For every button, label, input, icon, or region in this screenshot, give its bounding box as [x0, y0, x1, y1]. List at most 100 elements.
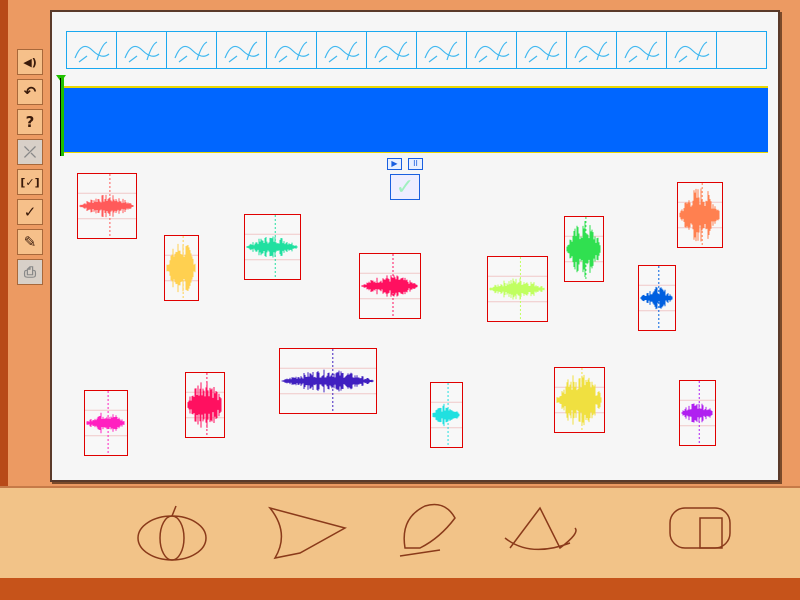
- print-icon: ⎙: [23, 263, 36, 281]
- waveform-path: [640, 286, 673, 310]
- footer-strip: [0, 578, 800, 600]
- main-panel: ▶ II ✓: [50, 10, 780, 482]
- frame-fish[interactable]: [217, 32, 267, 68]
- waveform-card[interactable]: [679, 380, 716, 446]
- bottom-drawings: [137, 503, 731, 561]
- witch-icon: [574, 41, 610, 63]
- fish-icon: [224, 41, 260, 63]
- waveform-graphic: [639, 266, 675, 330]
- frame-kangaroo[interactable]: [317, 32, 367, 68]
- waveform-path: [566, 221, 601, 277]
- bird-icon: [399, 503, 456, 557]
- waveform-card[interactable]: [84, 390, 128, 456]
- waveform-graphic: [431, 383, 462, 447]
- bird-flight-icon: [474, 41, 510, 63]
- check-icon: ✓: [395, 174, 415, 200]
- select-check-icon: [✓]: [20, 175, 40, 189]
- help-button[interactable]: ?: [17, 109, 43, 135]
- elephants-icon: [274, 41, 310, 63]
- waveform-path: [681, 403, 713, 423]
- frame-empty[interactable]: [717, 32, 766, 68]
- waveform-card[interactable]: [487, 256, 548, 322]
- leaf-icon: [674, 41, 710, 63]
- frame-leaf[interactable]: [667, 32, 717, 68]
- sound-button[interactable]: ◀): [17, 49, 43, 75]
- waveform-graphic: [78, 174, 136, 238]
- waveform-graphic: [680, 381, 715, 445]
- pause-button[interactable]: II: [408, 158, 423, 170]
- ok-button[interactable]: ✓: [390, 174, 420, 200]
- waveform-graphic: [678, 183, 722, 247]
- waveform-graphic: [245, 215, 300, 279]
- waveform-card[interactable]: [554, 367, 605, 433]
- lion-icon: [74, 41, 110, 63]
- birds-icon: [124, 41, 160, 63]
- frame-bird-flight[interactable]: [467, 32, 517, 68]
- waveform-path: [361, 275, 418, 297]
- frame-horse[interactable]: [517, 32, 567, 68]
- animal-frame-strip: [66, 31, 767, 69]
- waveform-card[interactable]: [164, 235, 199, 301]
- fish-bubbles-icon: [374, 41, 410, 63]
- frame-birds[interactable]: [117, 32, 167, 68]
- toolbar: ◀) ↶ ? ⤫ [✓] ✓ ✎ ⎙: [17, 49, 45, 289]
- cow-icon: [424, 41, 460, 63]
- pause-icon: II: [413, 159, 418, 168]
- waveform-path: [281, 369, 374, 393]
- waveform-graphic: [165, 236, 198, 300]
- waveform-graphic: [280, 349, 376, 413]
- check-icon: ✓: [23, 203, 37, 221]
- plant-icon: [504, 506, 577, 551]
- waveform-path: [246, 236, 298, 258]
- waveform-path: [679, 188, 720, 242]
- playhead-cursor[interactable]: [60, 78, 64, 156]
- help-icon: ?: [25, 113, 35, 131]
- sound-track[interactable]: [64, 86, 768, 153]
- waveform-card[interactable]: [677, 182, 723, 248]
- waveform-card[interactable]: [430, 382, 463, 448]
- sound-icon: ◀): [23, 55, 37, 69]
- frame-cow[interactable]: [417, 32, 467, 68]
- frame-witch[interactable]: [567, 32, 617, 68]
- check-button[interactable]: ✓: [17, 199, 43, 225]
- cancel-icon: ⤫: [23, 143, 36, 161]
- waveform-graphic: [565, 217, 603, 281]
- print-button[interactable]: ⎙: [17, 259, 43, 285]
- play-button[interactable]: ▶: [387, 158, 402, 170]
- frame-running-animals[interactable]: [167, 32, 217, 68]
- frame-fairy[interactable]: [617, 32, 667, 68]
- pumpkin-icon: [137, 505, 207, 561]
- waveform-card[interactable]: [185, 372, 225, 438]
- play-icon: ▶: [391, 159, 398, 168]
- waveform-path: [79, 194, 134, 218]
- running-animals-icon: [174, 41, 210, 63]
- fairy-icon: [624, 41, 660, 63]
- decorative-bottom-bar: [0, 486, 800, 580]
- waveform-card[interactable]: [638, 265, 676, 331]
- waveform-graphic: [360, 254, 420, 318]
- waveform-graphic: [186, 373, 224, 437]
- waveform-path: [86, 412, 125, 434]
- frame-elephants[interactable]: [267, 32, 317, 68]
- waveform-card[interactable]: [244, 214, 301, 280]
- select-check-button[interactable]: [✓]: [17, 169, 43, 195]
- frame-fish-bubbles[interactable]: [367, 32, 417, 68]
- waveform-path: [187, 382, 222, 428]
- waveform-path: [489, 278, 545, 300]
- undo-icon: ↶: [23, 83, 37, 101]
- waveform-card[interactable]: [564, 216, 604, 282]
- open-file-icon: ✎: [23, 233, 37, 251]
- cancel-button[interactable]: ⤫: [17, 139, 43, 165]
- waveform-graphic: [488, 257, 547, 321]
- frame-lion[interactable]: [67, 32, 117, 68]
- fish-icon: [267, 506, 347, 560]
- waveform-card[interactable]: [279, 348, 377, 414]
- waveform-card[interactable]: [359, 253, 421, 319]
- waveform-path: [556, 374, 602, 426]
- open-file-button[interactable]: ✎: [17, 229, 43, 255]
- undo-button[interactable]: ↶: [17, 79, 43, 105]
- waveform-card[interactable]: [77, 173, 137, 239]
- kangaroo-icon: [324, 41, 360, 63]
- horse-icon: [524, 41, 560, 63]
- waveform-graphic: [555, 368, 604, 432]
